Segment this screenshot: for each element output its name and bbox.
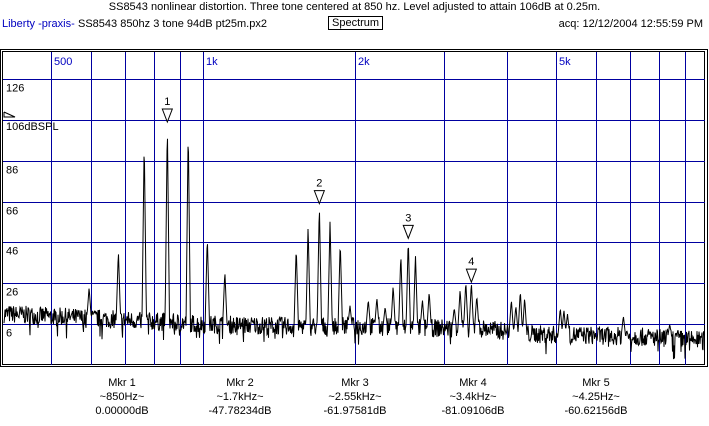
- x-tick-label: 5k: [559, 56, 571, 68]
- marker-readout-name: Mkr 1: [108, 377, 136, 389]
- marker-readout-3: Mkr 3 ~2.55kHz~ -61.97581dB: [295, 376, 415, 418]
- marker-readout-1: Mkr 1 ~850Hz~ 0.00000dB: [62, 376, 182, 418]
- y-tick-label: 26: [6, 287, 18, 299]
- marker-readout-value: -47.78234dB: [208, 405, 272, 417]
- y-tick-label: 46: [6, 246, 18, 258]
- x-tick-label: 500: [54, 56, 72, 68]
- marker-readout-2: Mkr 2 ~1.7kHz~ -47.78234dB: [180, 376, 300, 418]
- marker-readout-name: Mkr 5: [582, 377, 610, 389]
- marker-readout-freq: ~2.55kHz~: [328, 391, 382, 403]
- marker-readout-value: -60.62156dB: [564, 405, 628, 417]
- y-tick-label: 126: [6, 83, 24, 95]
- file-name: SS8543 850hz 3 tone 94dB pt25m.px2: [78, 18, 267, 30]
- marker-triangle-icon: [161, 108, 174, 124]
- marker-label: 1: [164, 96, 170, 108]
- marker-label: 4: [468, 256, 474, 268]
- marker-readout-freq: ~850Hz~: [99, 391, 145, 403]
- marker-readout-5: Mkr 5 ~4.25Hz~ -60.62156dB: [536, 376, 656, 418]
- plot-outer-frame: [0, 49, 708, 367]
- marker-readout-name: Mkr 4: [459, 377, 487, 389]
- reference-level-label: 106dBSPL: [6, 121, 59, 133]
- x-tick-label: 1k: [206, 56, 218, 68]
- marker-readout-value: 0.00000dB: [95, 405, 149, 417]
- y-tick-label: 6: [6, 328, 12, 340]
- chart-title: SS8543 nonlinear distortion. Three tone …: [108, 1, 601, 13]
- spectrum-trace: [3, 138, 705, 360]
- marker-readout-name: Mkr 3: [341, 377, 369, 389]
- marker-readout-name: Mkr 2: [226, 377, 254, 389]
- reference-level-icon: [3, 111, 16, 118]
- spectrum-mode-button[interactable]: Spectrum: [328, 16, 384, 30]
- plot-frame: [2, 51, 705, 365]
- marker-triangle-icon: [402, 224, 414, 240]
- marker-readout-4: Mkr 4 ~3.4kHz~ -81.09106dB: [413, 376, 533, 418]
- app-name: Liberty -praxis-: [2, 18, 75, 30]
- marker-triangle-icon: [313, 190, 326, 206]
- marker-readout-value: -81.09106dB: [441, 405, 505, 417]
- acquisition-time: acq: 12/12/2004 12:55:59 PM: [558, 18, 703, 30]
- marker-readout-freq: ~3.4kHz~: [449, 391, 497, 403]
- marker-label: 2: [316, 178, 322, 190]
- x-tick-label: 2k: [358, 56, 370, 68]
- marker-readout-value: -61.97581dB: [323, 405, 387, 417]
- marker-readout-freq: ~4.25Hz~: [572, 391, 620, 403]
- y-tick-label: 66: [6, 206, 18, 218]
- marker-readout-freq: ~1.7kHz~: [216, 391, 264, 403]
- marker-label: 3: [405, 212, 411, 224]
- y-tick-label: 86: [6, 165, 18, 177]
- marker-triangle-icon: [465, 268, 478, 284]
